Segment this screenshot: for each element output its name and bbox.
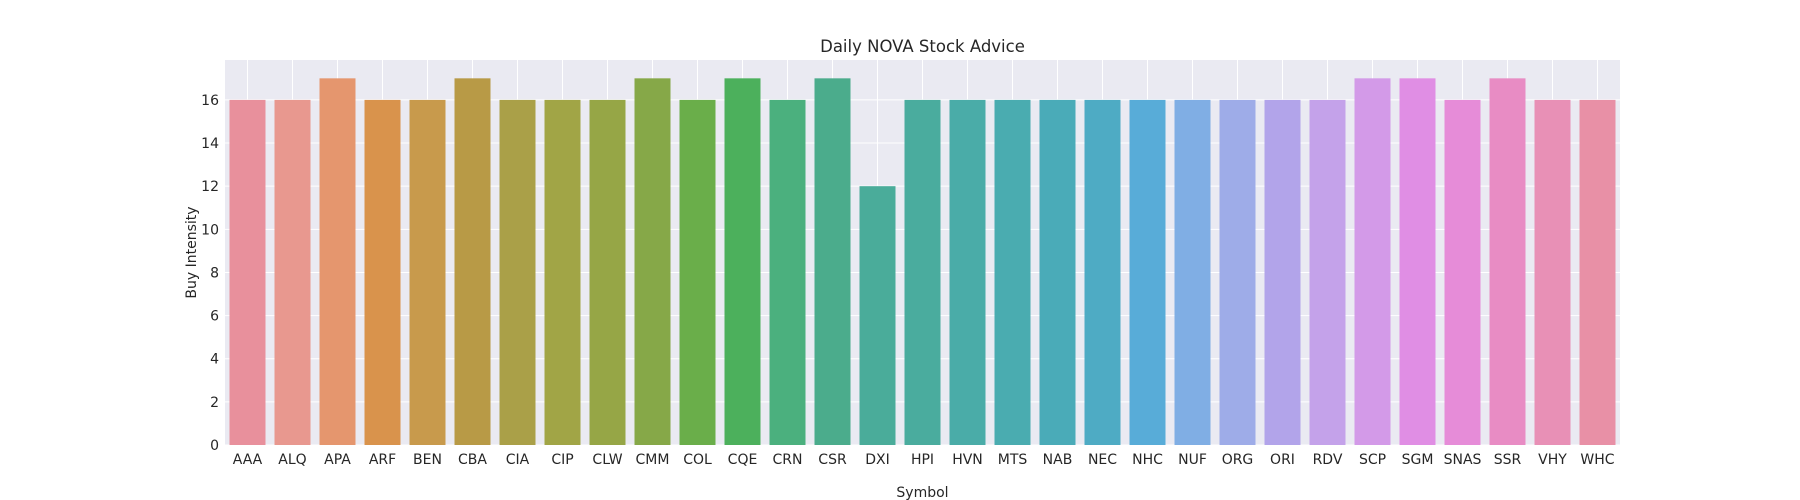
bar-hvn — [949, 99, 986, 445]
bar-ori — [1264, 99, 1301, 445]
bar-nec — [1084, 99, 1121, 445]
x-tick-label: ORI — [1270, 452, 1295, 468]
bar-cqe — [724, 78, 761, 445]
x-tick-label: CQE — [728, 452, 758, 468]
x-tick-label: SSR — [1494, 452, 1522, 468]
x-axis-title: Symbol — [896, 485, 948, 500]
x-tick-label: NAB — [1043, 452, 1073, 468]
bar-clw — [589, 99, 626, 445]
x-tick-labels: AAA ALQ APA ARF BEN CBA CIA CIP CLW CMM COL CQE CRN C… — [233, 452, 1615, 468]
x-tick-label: NEC — [1088, 452, 1117, 468]
y-tick-labels: 0 2 4 6 8 10 12 14 16 — [201, 93, 219, 454]
bar-ssr — [1489, 78, 1526, 445]
y-tick-label: 12 — [201, 179, 219, 195]
y-tick-label: 0 — [210, 438, 219, 454]
bar-nuf — [1174, 99, 1211, 445]
x-tick-label: ARF — [369, 452, 396, 468]
bars — [229, 78, 1616, 446]
y-tick-label: 16 — [201, 93, 219, 109]
x-tick-label: ALQ — [278, 452, 306, 468]
x-tick-label: BEN — [413, 452, 442, 468]
x-tick-label: AAA — [233, 452, 263, 468]
bar-whc — [1579, 99, 1616, 445]
x-tick-label: ORG — [1222, 452, 1254, 468]
x-tick-label: DXI — [865, 452, 890, 468]
x-tick-label: SGM — [1402, 452, 1434, 468]
bar-csr — [814, 78, 851, 445]
x-tick-label: CMM — [636, 452, 670, 468]
bar-mts — [994, 99, 1031, 445]
y-tick-label: 8 — [210, 265, 219, 281]
bar-org — [1219, 99, 1256, 445]
x-tick-label: SNAS — [1444, 452, 1482, 468]
x-tick-label: CSR — [818, 452, 847, 468]
x-tick-label: VHY — [1538, 452, 1567, 468]
x-tick-label: HVN — [952, 452, 983, 468]
bar-rdv — [1309, 99, 1346, 445]
bar-apa — [319, 78, 356, 445]
y-tick-label: 14 — [201, 136, 219, 152]
bar-sgm — [1399, 78, 1436, 445]
bar-nab — [1039, 99, 1076, 445]
bar-alq — [274, 99, 311, 445]
bar-scp — [1354, 78, 1391, 445]
x-tick-label: COL — [683, 452, 712, 468]
bar-ben — [409, 99, 446, 445]
x-tick-label: CIA — [506, 452, 530, 468]
x-tick-label: CBA — [458, 452, 487, 468]
x-tick-label: NHC — [1132, 452, 1163, 468]
x-tick-label: CLW — [592, 452, 622, 468]
bar-vhy — [1534, 99, 1571, 445]
bar-cia — [499, 99, 536, 445]
bar-nhc — [1129, 99, 1166, 445]
x-tick-label: MTS — [998, 452, 1028, 468]
x-tick-label: CIP — [551, 452, 573, 468]
x-tick-label: APA — [324, 452, 351, 468]
bar-crn — [769, 99, 806, 445]
y-tick-label: 4 — [210, 352, 219, 368]
bar-cip — [544, 99, 581, 445]
y-tick-label: 10 — [201, 222, 219, 238]
bar-col — [679, 99, 716, 445]
chart-title: Daily NOVA Stock Advice — [820, 37, 1025, 56]
x-tick-label: SCP — [1359, 452, 1386, 468]
y-tick-label: 2 — [210, 395, 219, 411]
bar-cmm — [634, 78, 671, 445]
bar-dxi — [859, 186, 896, 446]
x-tick-label: WHC — [1580, 452, 1614, 468]
bar-snas — [1444, 99, 1481, 445]
y-tick-label: 6 — [210, 309, 219, 325]
bar-hpi — [904, 99, 941, 445]
x-tick-label: RDV — [1313, 452, 1343, 468]
x-tick-label: NUF — [1178, 452, 1207, 468]
y-axis-title: Buy Intensity — [184, 206, 200, 298]
x-tick-label: HPI — [911, 452, 934, 468]
bar-cba — [454, 78, 491, 445]
x-tick-label: CRN — [773, 452, 803, 468]
bar-arf — [364, 99, 401, 445]
bar-aaa — [229, 99, 266, 445]
